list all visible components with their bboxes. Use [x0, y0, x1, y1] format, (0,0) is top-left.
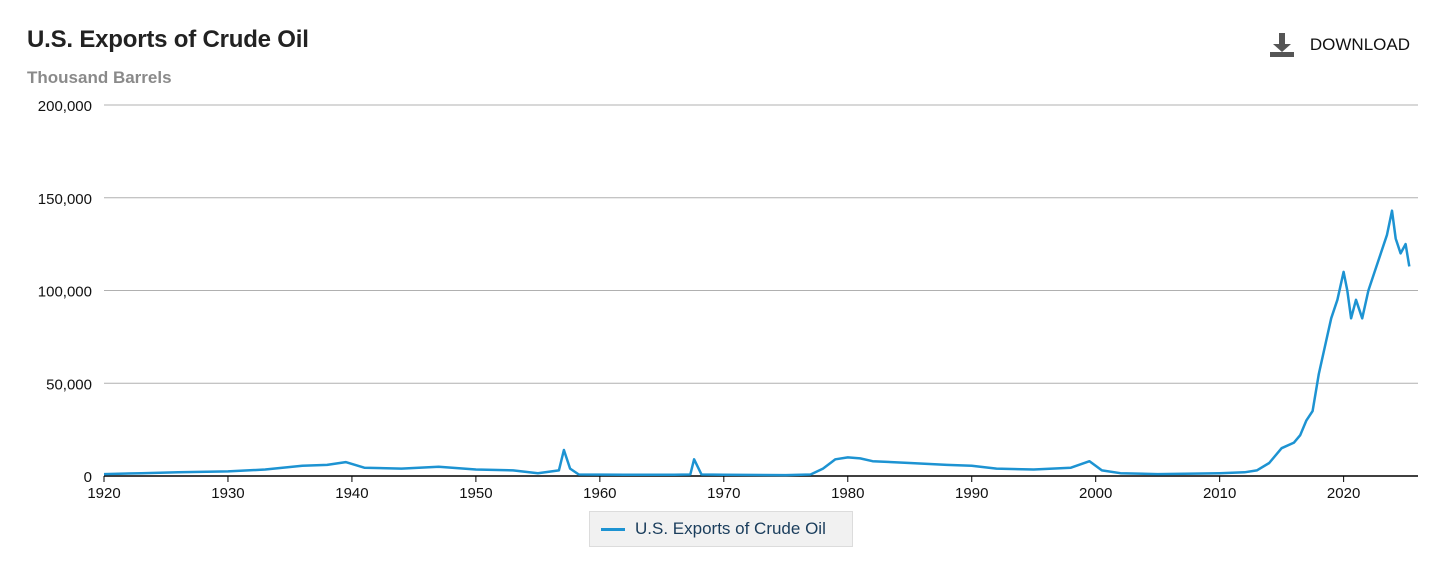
y-tick-label: 150,000	[38, 191, 92, 208]
legend-item[interactable]: U.S. Exports of Crude Oil	[589, 511, 853, 547]
series-layer	[103, 209, 1411, 477]
download-button[interactable]: DOWNLOAD	[1269, 32, 1410, 58]
grid-lines	[104, 104, 1418, 384]
x-tick-label: 1940	[335, 485, 368, 502]
x-tick-label: 2020	[1327, 485, 1360, 502]
x-tick-label: 1920	[87, 485, 120, 502]
y-tick-label: 200,000	[38, 98, 92, 115]
y-tick-label: 0	[84, 469, 92, 486]
x-tick-label: 1970	[707, 485, 740, 502]
x-tick-label: 1980	[831, 485, 864, 502]
x-axis: 1920 1930 1940 1950 1960 1970 1980 1990 2000 2010…	[87, 475, 1418, 502]
x-tick-label: 1930	[211, 485, 244, 502]
line-chart: 0 50,000 100,000 150,000 200,000 1920 1930 194…	[38, 98, 1418, 502]
legend-label: U.S. Exports of Crude Oil	[635, 519, 826, 538]
x-tick-label: 2000	[1079, 485, 1112, 502]
chart-title: U.S. Exports of Crude Oil	[27, 26, 309, 53]
legend-swatch	[601, 527, 625, 531]
y-tick-label: 50,000	[46, 376, 92, 393]
x-tick-label: 1950	[459, 485, 492, 502]
x-tick-label: 1990	[955, 485, 988, 502]
x-tick-label: 2010	[1203, 485, 1236, 502]
y-axis-tick-labels: 0 50,000 100,000 150,000 200,000	[38, 98, 92, 486]
download-icon	[1269, 33, 1294, 57]
y-tick-label: 100,000	[38, 284, 92, 301]
download-label: DOWNLOAD	[1309, 35, 1410, 54]
series-line	[103, 209, 1411, 477]
chart-subtitle: Thousand Barrels	[27, 68, 172, 87]
x-tick-label: 1960	[583, 485, 616, 502]
